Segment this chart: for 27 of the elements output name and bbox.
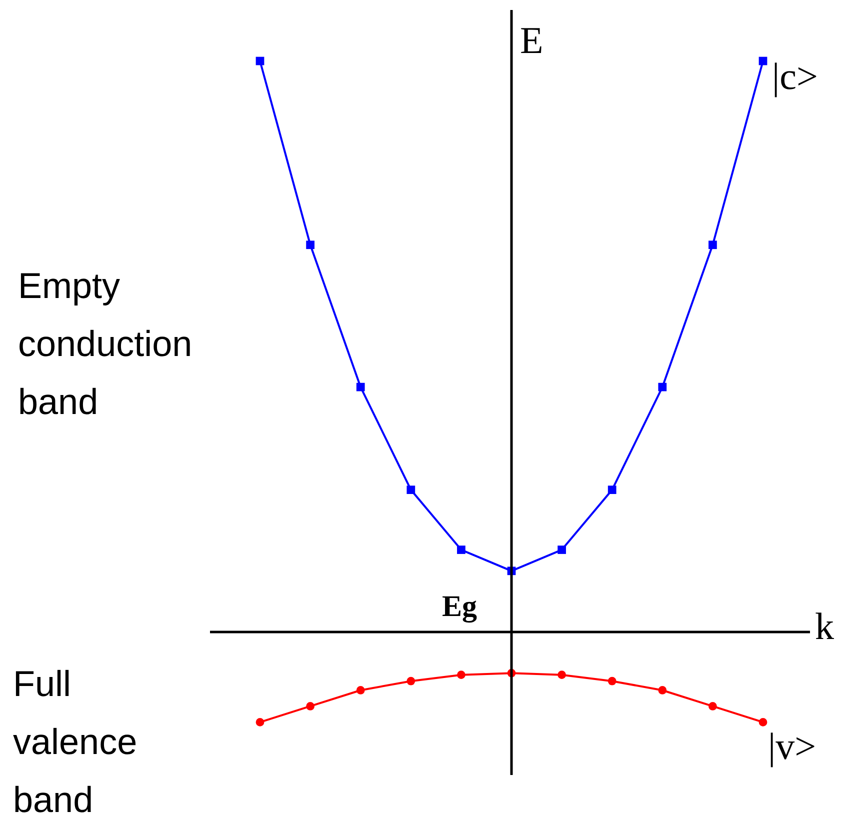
point (256, 56, 264, 66)
point (758, 56, 768, 66)
point (457, 546, 466, 554)
series-label: |v> (768, 726, 816, 768)
point (406, 486, 416, 494)
text: Full valence band (13, 663, 138, 820)
point (406, 676, 416, 686)
point (608, 486, 616, 494)
text: Empty conduction band (18, 265, 192, 422)
point (658, 686, 667, 694)
point (758, 718, 768, 726)
point (306, 702, 314, 710)
point (658, 382, 667, 392)
point (356, 686, 365, 694)
point (457, 670, 466, 679)
point (256, 718, 264, 726)
point (558, 546, 566, 554)
point (708, 240, 717, 250)
annotation: Eg (442, 590, 478, 623)
point (306, 240, 314, 250)
point (608, 676, 616, 686)
point (708, 702, 717, 710)
y-axis-title: E (520, 20, 544, 62)
point (558, 670, 566, 679)
series-label: |c> (772, 56, 818, 98)
point (356, 382, 365, 392)
x-axis-title: k (815, 606, 834, 648)
